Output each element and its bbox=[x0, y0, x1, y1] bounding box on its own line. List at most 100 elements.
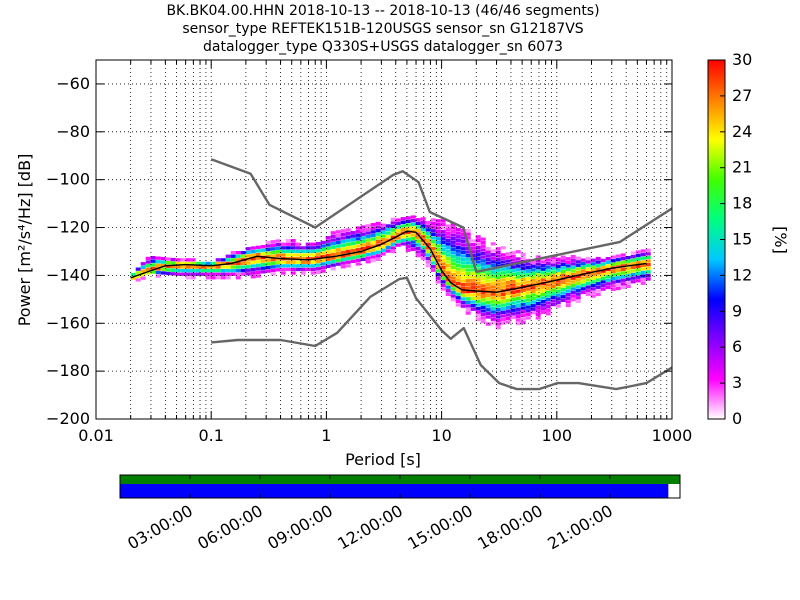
heatmap-cell bbox=[420, 249, 426, 253]
heatmap-cell bbox=[530, 282, 536, 286]
heatmap-cell bbox=[220, 265, 226, 269]
heatmap-cell bbox=[370, 233, 376, 238]
heatmap-cell bbox=[645, 266, 651, 270]
heatmap-cell bbox=[530, 296, 536, 301]
heatmap-cell bbox=[265, 262, 271, 266]
heatmap-cell bbox=[375, 229, 381, 233]
heatmap-cell bbox=[475, 303, 481, 307]
heatmap-cell bbox=[480, 241, 486, 245]
heatmap-cell bbox=[245, 247, 251, 251]
heatmap-cell bbox=[495, 286, 501, 290]
heatmap-cell bbox=[260, 266, 266, 270]
heatmap-cell bbox=[625, 284, 631, 288]
heatmap-cell bbox=[320, 247, 326, 252]
heatmap-cell bbox=[590, 287, 596, 291]
heatmap-cell bbox=[455, 253, 461, 257]
heatmap-cell bbox=[385, 224, 391, 228]
heatmap-cell bbox=[410, 236, 416, 241]
heatmap-cell bbox=[450, 254, 456, 259]
heatmap-cell bbox=[455, 242, 461, 246]
heatmap-cell bbox=[435, 244, 441, 248]
heatmap-cell bbox=[480, 305, 486, 309]
heatmap-cell bbox=[355, 230, 361, 234]
heatmap-cell bbox=[485, 297, 491, 301]
heatmap-cell bbox=[465, 268, 471, 272]
heatmap-cell bbox=[165, 261, 171, 265]
heatmap-cell bbox=[455, 263, 461, 268]
heatmap-cell bbox=[435, 230, 441, 234]
heatmap-cell bbox=[565, 260, 571, 264]
heatmap-cell bbox=[515, 264, 521, 268]
heatmap-cell bbox=[345, 260, 351, 264]
heatmap-cell bbox=[600, 269, 606, 273]
heatmap-cell bbox=[370, 223, 376, 227]
heatmap-cell bbox=[485, 322, 491, 326]
heatmap-cell bbox=[305, 253, 311, 257]
heatmap-cell bbox=[445, 228, 451, 232]
heatmap-cell bbox=[470, 282, 476, 286]
heatmap-cell bbox=[460, 283, 466, 287]
heatmap-cell bbox=[145, 267, 151, 271]
heatmap-cell bbox=[450, 298, 456, 302]
heatmap-cell bbox=[535, 273, 541, 277]
heatmap-cell bbox=[575, 260, 581, 264]
heatmap-cell bbox=[315, 249, 321, 253]
heatmap-cell bbox=[290, 242, 296, 246]
heatmap-cell bbox=[490, 278, 496, 282]
heatmap-cell bbox=[450, 244, 456, 248]
heatmap-cell bbox=[355, 240, 361, 245]
heatmap-cell bbox=[455, 281, 461, 286]
heatmap-cell bbox=[225, 276, 231, 280]
heatmap-cell bbox=[405, 245, 411, 249]
heatmap-cell bbox=[555, 275, 561, 279]
heatmap-cell bbox=[565, 293, 571, 297]
heatmap-cell bbox=[415, 246, 421, 251]
heatmap-cell bbox=[510, 254, 516, 259]
heatmap-cell bbox=[360, 250, 366, 254]
heatmap-cell bbox=[585, 256, 591, 261]
heatmap-cell bbox=[520, 263, 526, 267]
heatmap-cell bbox=[300, 246, 306, 250]
heatmap-cell bbox=[445, 281, 451, 286]
heatmap-cell bbox=[475, 253, 481, 257]
heatmap-cell bbox=[295, 249, 301, 254]
heatmap-cell bbox=[640, 278, 646, 282]
heatmap-cell bbox=[475, 256, 481, 260]
heatmap-cell bbox=[435, 269, 441, 273]
heatmap-cell bbox=[415, 236, 421, 240]
heatmap-cell bbox=[560, 266, 566, 270]
heatmap-cell bbox=[410, 240, 416, 244]
heatmap-cell bbox=[290, 246, 296, 250]
heatmap-cell bbox=[505, 309, 511, 313]
heatmap-cell bbox=[220, 261, 226, 266]
heatmap-cell bbox=[550, 292, 556, 296]
heatmap-cell bbox=[365, 231, 371, 235]
heatmap-cell bbox=[615, 261, 621, 265]
heatmap-cell bbox=[450, 247, 456, 252]
time-coverage-axis: 03:00:0006:00:0009:00:0012:00:0015:00:00… bbox=[119, 474, 681, 553]
heatmap-cell bbox=[485, 293, 491, 297]
heatmap-cell bbox=[470, 275, 476, 279]
heatmap-cell bbox=[360, 225, 366, 229]
heatmap-cell bbox=[310, 260, 316, 264]
heatmap-cell bbox=[195, 272, 201, 276]
heatmap-cell bbox=[315, 267, 321, 271]
heatmap-cell bbox=[320, 244, 326, 248]
heatmap-cell bbox=[335, 244, 341, 248]
heatmap-cell bbox=[635, 264, 641, 268]
heatmap-cell bbox=[460, 236, 466, 240]
heatmap-cell bbox=[540, 278, 546, 282]
heatmap-cell bbox=[395, 232, 401, 236]
heatmap-cell bbox=[530, 300, 536, 304]
heatmap-cell bbox=[440, 283, 446, 288]
heatmap-cell bbox=[495, 304, 501, 308]
heatmap-cell bbox=[210, 276, 216, 280]
heatmap-cell bbox=[640, 274, 646, 278]
heatmap-cell bbox=[550, 259, 556, 264]
heatmap-cell bbox=[470, 307, 476, 311]
heatmap-cell bbox=[495, 322, 501, 326]
heatmap-cell bbox=[460, 304, 466, 308]
heatmap-cell bbox=[400, 220, 406, 224]
heatmap-cell bbox=[530, 261, 536, 265]
heatmap-cell bbox=[585, 260, 591, 264]
